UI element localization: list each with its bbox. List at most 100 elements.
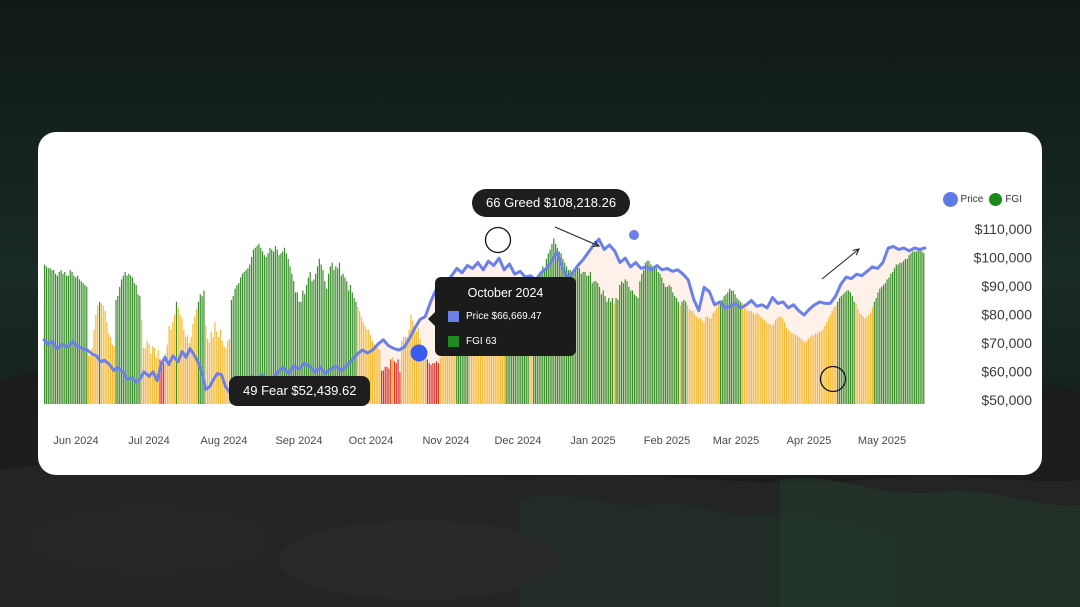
fgi-bar	[908, 255, 910, 404]
fgi-bar	[793, 333, 795, 404]
fgi-bar	[437, 363, 439, 404]
fgi-bar	[818, 331, 820, 404]
fgi-bar	[384, 366, 386, 404]
fgi-bar	[901, 262, 903, 404]
tooltip-fgi-row: FGI 63	[448, 336, 497, 347]
fgi-bar	[747, 311, 749, 404]
fgi-bar	[203, 290, 205, 404]
fgi-bar	[719, 301, 722, 404]
fgi-bar	[423, 351, 425, 404]
fgi-bar	[840, 296, 842, 404]
fgi-bar	[635, 296, 637, 404]
fgi-bar	[811, 335, 813, 404]
tooltip-price-row: Price $66,669.47	[448, 311, 542, 322]
fgi-bar	[91, 348, 93, 404]
fgi-bar	[117, 296, 119, 404]
fgi-bar	[232, 296, 234, 404]
fgi-bar	[718, 303, 720, 404]
x-tick-label: Oct 2024	[349, 435, 394, 447]
fgi-bar	[142, 348, 145, 404]
fgi-bar	[254, 247, 256, 404]
fgi-bar	[822, 329, 824, 404]
fgi-bar	[681, 301, 683, 404]
fgi-bar	[807, 338, 809, 404]
fgi-bar	[917, 249, 919, 404]
fgi-bar	[80, 281, 82, 404]
fgi-bar	[307, 277, 309, 404]
fgi-bar	[124, 271, 126, 404]
legend-item-fgi[interactable]: FGI	[989, 193, 1022, 206]
x-tick-label: Mar 2025	[713, 435, 759, 447]
price-point-hover[interactable]	[410, 344, 428, 362]
fgi-bar	[738, 299, 740, 404]
fgi-bar	[201, 296, 203, 404]
fgi-bar	[166, 344, 168, 404]
fgi-bar	[624, 279, 626, 404]
fgi-bar	[672, 292, 674, 404]
fgi-bar	[657, 271, 659, 404]
fgi-bar	[150, 353, 152, 404]
fgi-bar	[73, 275, 75, 404]
fgi-bar	[252, 249, 254, 404]
fgi-bar	[100, 303, 102, 404]
fgi-bar	[170, 329, 172, 404]
fgi-bar	[862, 316, 864, 404]
fgi-bar	[895, 264, 897, 404]
fgi-bar	[589, 271, 592, 404]
fgi-bar	[435, 361, 438, 404]
fgi-bar	[692, 311, 694, 404]
fgi-bar	[496, 318, 498, 404]
fgi-bar	[772, 324, 775, 404]
fgi-bar	[598, 286, 601, 404]
fgi-bar	[109, 337, 112, 404]
fgi-bar	[390, 359, 392, 404]
fgi-bar	[871, 307, 874, 404]
fgi-bar	[683, 299, 685, 404]
fgi-bar	[771, 325, 773, 404]
fgi-bar	[816, 333, 819, 404]
tooltip-price-swatch	[448, 311, 459, 322]
fgi-bar	[756, 312, 758, 404]
fgi-bar	[740, 301, 742, 404]
legend-price-swatch	[942, 192, 958, 207]
fgi-bar	[54, 273, 57, 404]
low-callout: 49 Fear $52,439.62	[229, 376, 371, 406]
fgi-bar	[833, 307, 835, 404]
fgi-bar	[631, 290, 634, 404]
fgi-bar	[338, 262, 341, 404]
fgi-bar	[131, 277, 134, 404]
fgi-bar	[595, 281, 597, 404]
trend-arrow-december	[554, 226, 599, 246]
legend-fgi-label: FGI	[1005, 194, 1022, 205]
price-line	[42, 237, 927, 396]
fgi-bar	[824, 325, 826, 404]
fgi-bar	[161, 364, 163, 404]
fgi-bar	[866, 316, 868, 404]
fgi-bar	[752, 312, 755, 404]
tooltip-fgi-value: FGI 63	[466, 336, 497, 347]
fgi-bar	[591, 283, 593, 404]
fgi-bar	[368, 329, 370, 404]
fgi-bar	[260, 247, 262, 404]
fgi-bar	[406, 337, 408, 404]
x-tick-label: Sep 2024	[275, 435, 322, 447]
fgi-bar	[915, 251, 918, 404]
price-point-peak[interactable]	[629, 230, 639, 240]
fgi-bar	[912, 251, 914, 404]
fgi-bar	[670, 286, 672, 404]
fgi-bar	[51, 270, 53, 404]
fgi-bar	[809, 337, 811, 404]
fgi-bar	[906, 258, 908, 404]
fgi-bar	[844, 292, 846, 404]
fgi-bar	[870, 312, 872, 404]
fgi-bar	[837, 301, 839, 404]
fgi-bar	[413, 325, 416, 404]
fgi-bar	[782, 318, 784, 404]
fgi-bar	[441, 355, 443, 404]
fgi-bar	[371, 340, 374, 404]
fgi-bar	[172, 322, 174, 404]
fgi-bar	[628, 286, 630, 404]
legend-item-price[interactable]: Price	[942, 192, 983, 207]
fgi-bar	[379, 350, 381, 404]
y-tick-label: $80,000	[981, 307, 1032, 323]
